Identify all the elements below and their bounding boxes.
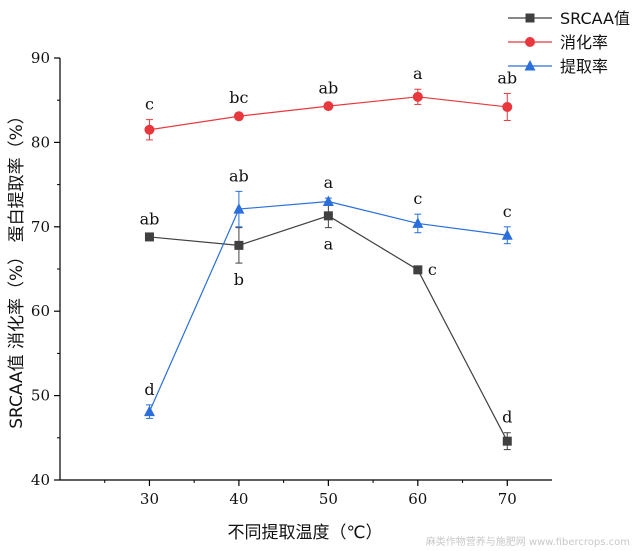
data-point xyxy=(501,229,513,240)
data-point xyxy=(233,111,244,122)
y-tick-label: 60 xyxy=(31,302,50,320)
series-2: dab acc xyxy=(143,166,513,419)
data-label: a xyxy=(324,235,334,254)
data-point xyxy=(525,37,535,47)
legend-label: 消化率 xyxy=(560,33,608,52)
data-point xyxy=(413,265,423,275)
y-tick-label: 50 xyxy=(31,387,50,405)
data-point xyxy=(233,203,245,214)
data-point xyxy=(323,101,334,112)
data-point xyxy=(524,60,536,71)
y-tick-label: 70 xyxy=(31,218,50,236)
data-label: ab xyxy=(318,79,338,98)
data-point xyxy=(502,101,513,112)
data-point xyxy=(412,217,424,228)
data-point xyxy=(525,13,535,23)
data-label: c xyxy=(413,189,422,208)
y-tick-label: 40 xyxy=(31,471,50,489)
y-tick-label: 90 xyxy=(31,49,50,67)
data-label: ab xyxy=(497,68,517,87)
data-point xyxy=(323,211,333,221)
x-axis-label: 不同提取温度（℃） xyxy=(227,523,382,543)
legend-label: SRCAA值 xyxy=(560,9,630,28)
x-tick-label: 50 xyxy=(319,490,338,508)
data-label: a xyxy=(324,173,334,192)
data-point xyxy=(234,240,244,250)
legend-label: 提取率 xyxy=(560,57,608,76)
data-label: c xyxy=(428,260,437,279)
data-point xyxy=(143,405,155,417)
x-tick-label: 30 xyxy=(140,490,159,508)
data-label: c xyxy=(145,95,154,114)
y-tick-label: 80 xyxy=(31,133,50,151)
x-tick-label: 40 xyxy=(229,490,248,508)
series-line xyxy=(148,200,508,412)
data-label: a xyxy=(413,64,423,83)
x-tick-label: 70 xyxy=(498,490,517,508)
data-point xyxy=(144,232,154,242)
data-label: ab xyxy=(229,166,249,185)
data-label: d xyxy=(144,380,154,399)
data-point xyxy=(502,436,512,446)
data-point xyxy=(412,91,423,102)
data-label: c xyxy=(503,202,512,221)
data-label: ab xyxy=(140,209,160,228)
series-layer: ab b a c d c bc ab a ab d ab a c c xyxy=(140,64,517,451)
data-label: d xyxy=(502,408,512,427)
y-axis-label: SRCAA值 消化率（%） 蛋白提取率（%） xyxy=(7,107,27,428)
watermark: 麻类作物营养与施肥网 www.fibercrops.com xyxy=(426,535,630,548)
x-tick-label: 60 xyxy=(408,490,427,508)
data-label: b xyxy=(234,270,244,289)
axes: 40 50 60 70 80 90 30 40 50 60 70 xyxy=(31,49,552,508)
data-label: bc xyxy=(229,88,248,107)
data-point xyxy=(144,124,155,135)
data-point xyxy=(322,195,334,206)
series-0: ab b a c d xyxy=(140,203,512,451)
series-1: c bc ab a ab xyxy=(144,64,517,141)
